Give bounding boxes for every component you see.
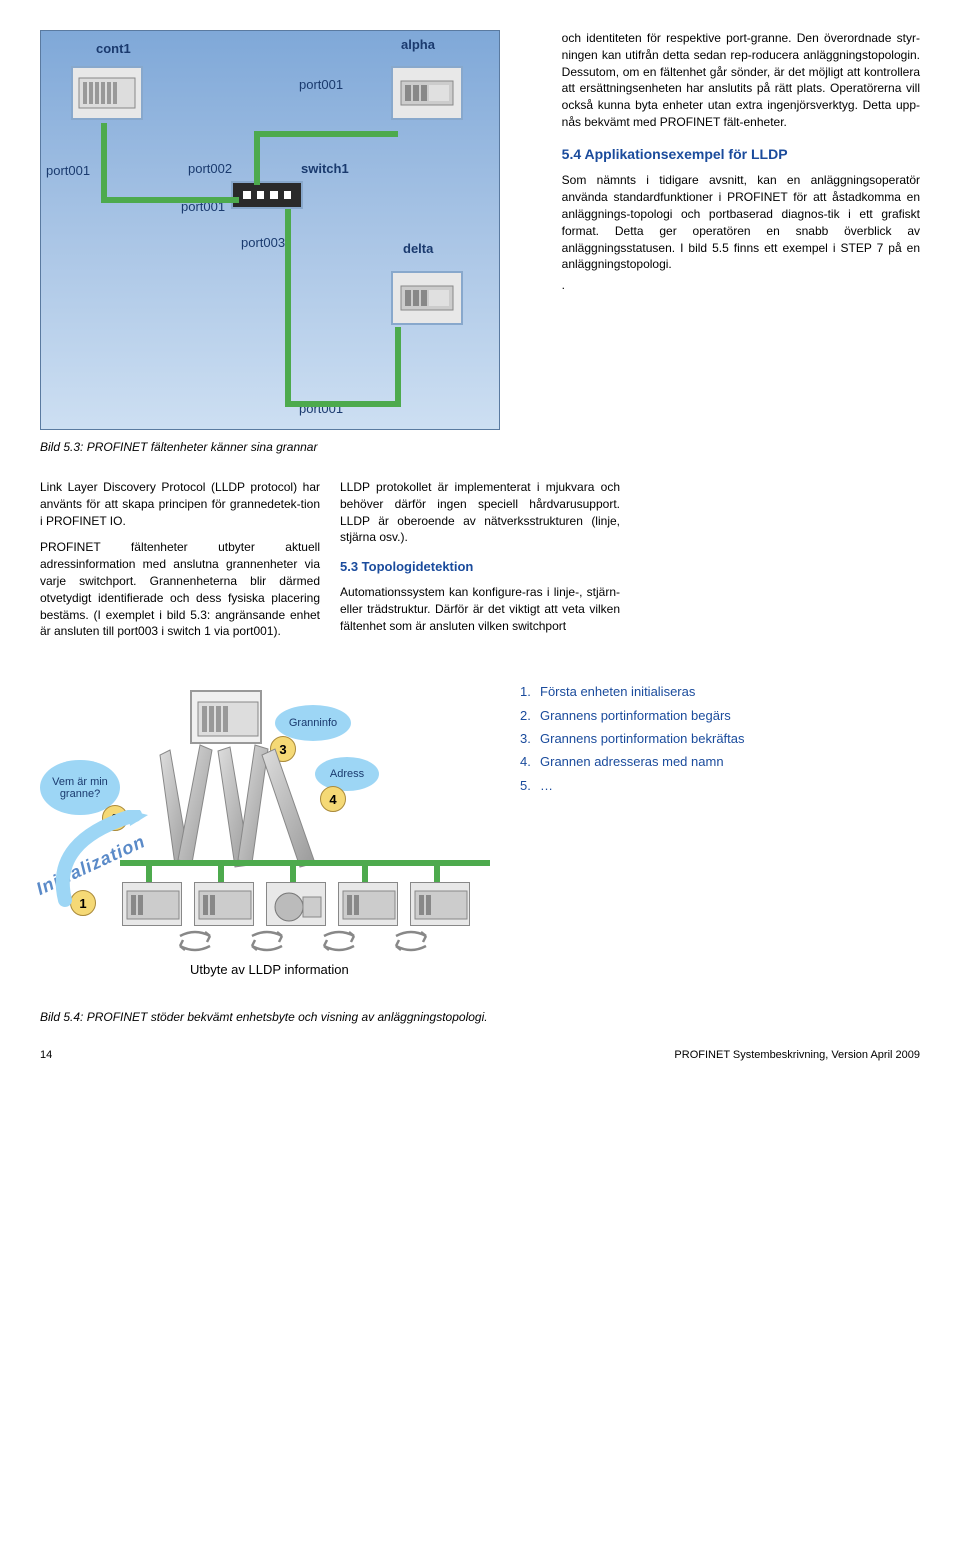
footer-text: PROFINET Systembeskrivning, Version Apri… bbox=[674, 1049, 920, 1061]
step-4: Grannen adresseras med namn bbox=[540, 754, 724, 769]
field-device bbox=[122, 882, 182, 926]
col1-para-1: Link Layer Discovery Protocol (LLDP prot… bbox=[40, 479, 320, 529]
step-5: … bbox=[540, 778, 553, 793]
right-para-2: Som nämnts i tidigare avsnitt, kan en an… bbox=[562, 172, 920, 273]
col2-para-1: LLDP protokollet är implementerat i mjuk… bbox=[340, 479, 620, 546]
label-port001-left: port001 bbox=[46, 163, 90, 178]
field-device bbox=[266, 882, 326, 926]
col1-para-2: PROFINET fältenheter utbyter aktuell adr… bbox=[40, 539, 320, 640]
label-delta: delta bbox=[403, 241, 433, 256]
exchange-arrow bbox=[391, 928, 431, 954]
device-cont1 bbox=[71, 66, 143, 120]
label-port002: port002 bbox=[188, 161, 232, 176]
exchange-arrow bbox=[175, 928, 215, 954]
step-1: Första enheten initialiseras bbox=[540, 684, 695, 699]
steps-list: 1.Första enheten initialiseras 2.Grannen… bbox=[520, 680, 920, 797]
device-delta bbox=[391, 271, 463, 325]
heading-5-3: 5.3 Topologidetektion bbox=[340, 558, 620, 576]
exchange-arrow bbox=[247, 928, 287, 954]
label-alpha: alpha bbox=[401, 37, 435, 52]
lldp-process-diagram: Vem är min granne? Granninfo Adress 1 2 … bbox=[40, 680, 500, 980]
page-number: 14 bbox=[40, 1049, 52, 1061]
field-device bbox=[410, 882, 470, 926]
label-port003: port003 bbox=[241, 235, 285, 250]
step-2: Grannens portinformation begärs bbox=[540, 708, 731, 723]
device-switch1 bbox=[231, 181, 303, 209]
topology-diagram: cont1 alpha delta switch1 port001 port00… bbox=[40, 30, 500, 430]
step-3: Grannens portinformation bekräftas bbox=[540, 731, 745, 746]
heading-5-4: 5.4 Applikationsexempel för LLDP bbox=[562, 145, 920, 165]
field-device bbox=[194, 882, 254, 926]
col2-para-2: Automationssystem kan konfigure-ras i li… bbox=[340, 584, 620, 634]
exchange-arrow bbox=[319, 928, 359, 954]
label-port001-top: port001 bbox=[299, 77, 343, 92]
label-cont1: cont1 bbox=[96, 41, 131, 56]
figure-caption-1: Bild 5.3: PROFINET fältenheter känner si… bbox=[40, 440, 542, 454]
device-alpha bbox=[391, 66, 463, 120]
label-switch1: switch1 bbox=[301, 161, 349, 176]
exchange-label: Utbyte av LLDP information bbox=[190, 962, 349, 977]
field-device bbox=[338, 882, 398, 926]
right-para-1: och identiteten för respektive port-gran… bbox=[562, 30, 920, 131]
figure-caption-2: Bild 5.4: PROFINET stöder bekvämt enhets… bbox=[40, 1010, 920, 1024]
